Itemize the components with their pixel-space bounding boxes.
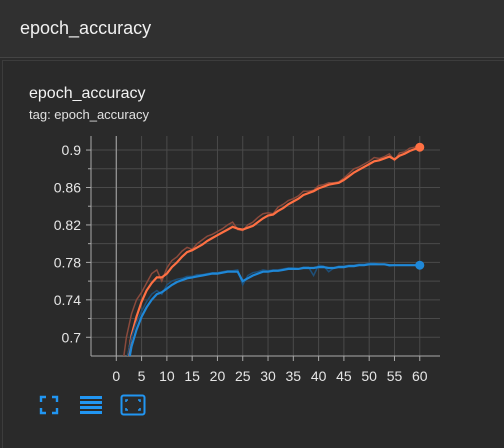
chart-grid xyxy=(91,136,440,356)
x-tick-label: 5 xyxy=(138,368,146,384)
x-tick-label: 30 xyxy=(260,368,276,384)
chart-series xyxy=(123,142,425,356)
series-0-smoothed-line xyxy=(127,146,421,356)
y-tick-label: 0.9 xyxy=(62,142,82,158)
y-tick-label: 0.82 xyxy=(54,217,81,233)
x-tick-label: 0 xyxy=(112,368,120,384)
x-tick-label: 20 xyxy=(210,368,226,384)
y-tick-label: 0.78 xyxy=(54,254,81,270)
chart-card-title: epoch_accuracy xyxy=(29,85,146,102)
data-list-icon xyxy=(80,396,102,414)
series-1-end-point xyxy=(415,260,425,270)
x-tick-label: 45 xyxy=(336,368,352,384)
fullscreen-button[interactable] xyxy=(36,393,62,417)
fit-domain-icon xyxy=(120,394,146,416)
x-tick-label: 35 xyxy=(286,368,302,384)
x-tick-label: 40 xyxy=(311,368,327,384)
page-title: epoch_accuracy xyxy=(20,18,152,38)
data-list-button[interactable] xyxy=(78,393,104,417)
y-tick-label: 0.74 xyxy=(54,292,81,308)
x-tick-label: 50 xyxy=(361,368,377,384)
y-tick-label: 0.86 xyxy=(54,179,81,195)
series-1-smoothed-line xyxy=(128,263,420,356)
chart-axes xyxy=(90,136,440,357)
y-tick-label: 0.7 xyxy=(62,329,82,345)
series-0-raw-line xyxy=(123,143,421,356)
series-0-end-point xyxy=(415,142,425,152)
x-tick-label: 25 xyxy=(235,368,251,384)
x-axis-ticks: 0 5 10 15 20 25 30 35 40 45 50 55 60 xyxy=(112,356,428,384)
x-tick-label: 10 xyxy=(159,368,175,384)
x-tick-label: 60 xyxy=(412,368,428,384)
x-tick-label: 55 xyxy=(387,368,403,384)
chart-card-tag: tag: epoch_accuracy xyxy=(29,107,149,122)
chart-card: epoch_accuracy tag: epoch_accuracy xyxy=(2,60,504,448)
page-header: epoch_accuracy xyxy=(0,0,504,58)
chart-toolbar xyxy=(36,393,146,417)
x-tick-label: 15 xyxy=(184,368,200,384)
fit-domain-button[interactable] xyxy=(120,393,146,417)
fullscreen-icon xyxy=(39,395,59,415)
y-axis-ticks: 0.7 0.74 0.78 0.82 0.86 0.9 xyxy=(54,142,91,345)
